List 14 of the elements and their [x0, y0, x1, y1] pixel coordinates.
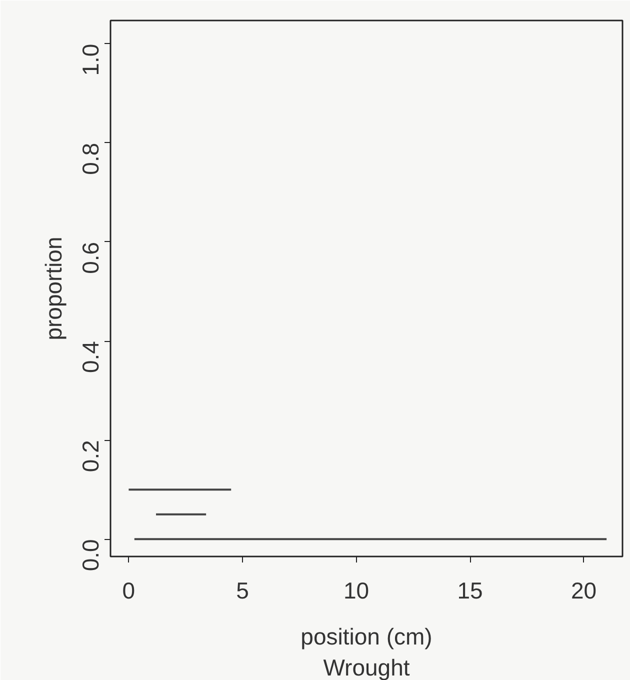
y-tick-label: 1.0: [78, 44, 104, 76]
x-axis-title: position (cm): [300, 624, 432, 650]
y-tick-label: 0.4: [78, 340, 104, 373]
y-tick-label: 0.8: [78, 142, 104, 175]
x-tick-label: 10: [343, 578, 370, 604]
y-axis-title: proportion: [40, 236, 66, 340]
x-tick-label: 15: [457, 578, 483, 604]
y-tick-label: 0.0: [78, 539, 104, 572]
x-tick-label: 20: [571, 578, 597, 604]
y-tick-label: 0.2: [78, 440, 104, 472]
y-tick-label: 0.6: [78, 242, 104, 274]
x-tick-label: 5: [236, 578, 249, 604]
text: Wrought: [323, 654, 410, 680]
x-tick-label: 0: [122, 578, 136, 604]
